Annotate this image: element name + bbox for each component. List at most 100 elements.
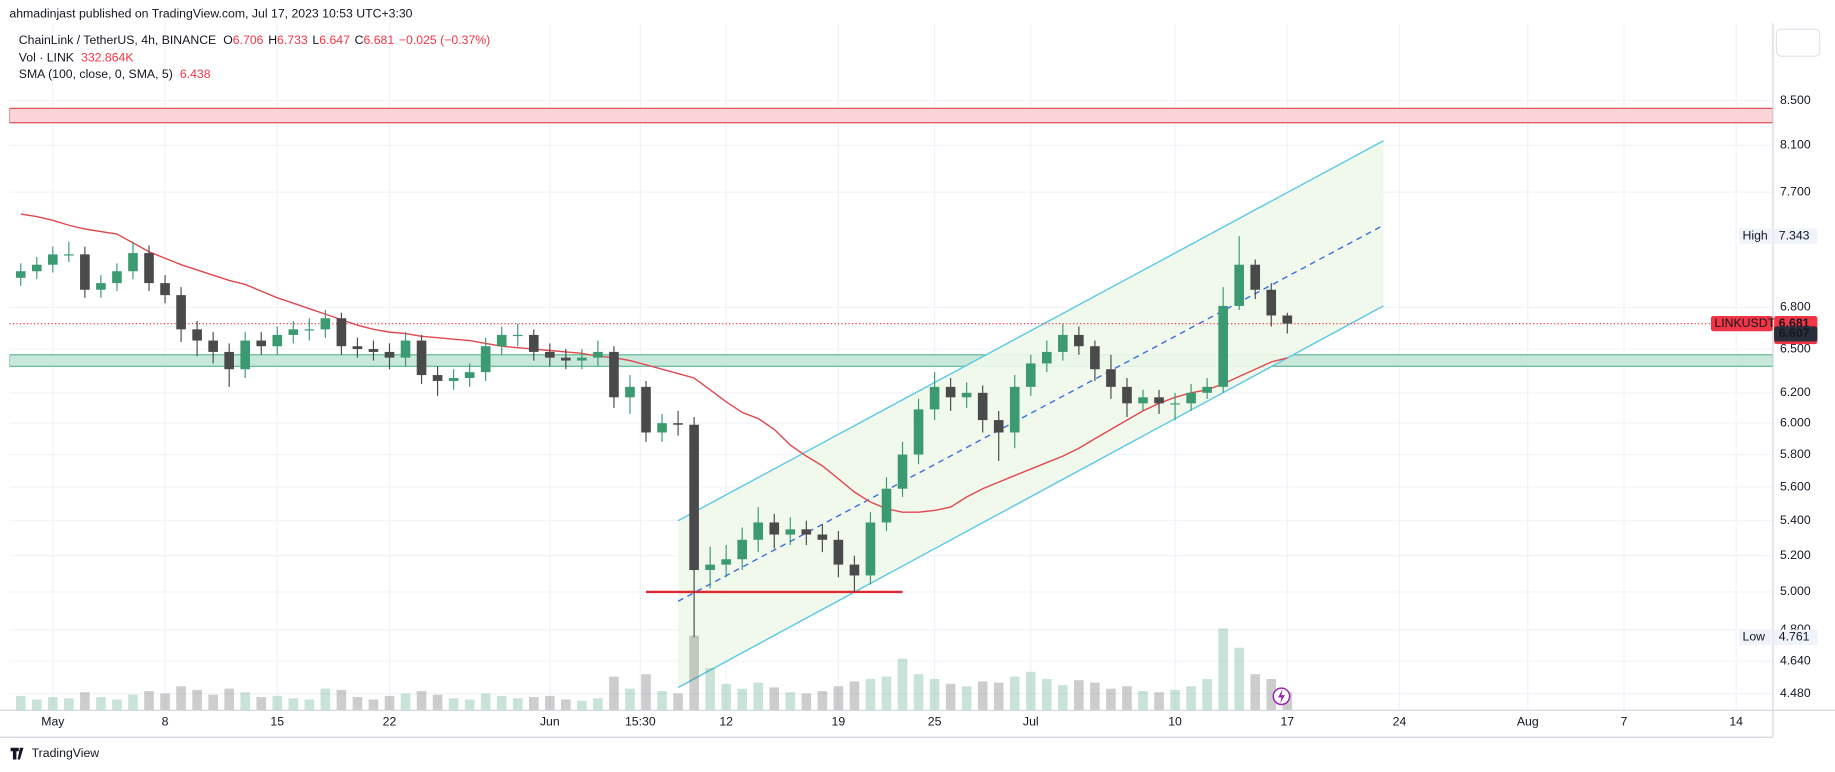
sma-line [20, 213, 1288, 513]
candle-body [64, 254, 74, 256]
volume-bar [416, 691, 427, 711]
symbol-tag [1710, 316, 1773, 332]
volume-bar [496, 695, 507, 711]
candle-body [1234, 264, 1245, 306]
candle-body [1138, 397, 1148, 404]
candle-body [432, 375, 443, 381]
volume-bar [961, 686, 972, 711]
low-value-bg [1774, 629, 1818, 645]
volume-bar [1025, 671, 1036, 711]
volume-bar [128, 694, 138, 711]
x-tick-label: Aug [1517, 714, 1539, 728]
candle-body [625, 386, 635, 398]
y-tick-label: 5.000 [1780, 584, 1811, 598]
y-tick-label: 5.200 [1780, 548, 1811, 562]
low-tag-label: Low [1743, 630, 1766, 644]
candle-body [512, 334, 523, 337]
candle-body [384, 351, 395, 358]
volume-bar [1074, 680, 1084, 711]
candle-body [1122, 386, 1132, 404]
candle-body [112, 271, 122, 284]
h-label: H [268, 33, 277, 47]
x-tick-label: 14 [1729, 714, 1743, 728]
candle-body [224, 351, 234, 370]
volume-bar [913, 674, 924, 711]
volume-bar [80, 692, 90, 711]
candle-body [609, 351, 619, 398]
high-value: 7.343 [1779, 228, 1810, 242]
candle-body [480, 346, 491, 373]
x-tick-label: 10 [1168, 714, 1182, 728]
candle-body [31, 264, 42, 272]
volume-bar [993, 682, 1004, 711]
volume-bar [176, 686, 186, 711]
candle-body [1090, 346, 1100, 370]
candle-body [208, 340, 218, 352]
volume-bar [929, 679, 940, 711]
candle-body [961, 392, 972, 398]
x-tick-label: 19 [832, 714, 846, 728]
volume-bar [849, 681, 860, 711]
volume-bar [528, 697, 539, 711]
candle-body [320, 318, 331, 330]
volume-bar [897, 658, 908, 711]
volume-bar [256, 697, 267, 711]
volume-bar [304, 699, 315, 711]
low-tag-bg [1739, 629, 1773, 645]
candle-body [817, 534, 828, 540]
l-value: 6.647 [319, 33, 350, 47]
volume-bar [512, 698, 523, 711]
candle-body [400, 340, 411, 358]
candle-body [545, 351, 555, 358]
candle-body [48, 254, 58, 265]
candle-body [15, 271, 26, 278]
x-tick-label: 12 [719, 714, 733, 728]
candle-body [1250, 264, 1261, 290]
x-tick-label: 22 [383, 714, 397, 728]
candle-body [945, 386, 956, 398]
x-tick-label: 17 [1280, 714, 1294, 728]
candle-body [657, 423, 667, 433]
h-value: 6.733 [277, 33, 308, 47]
c-value: 6.681 [364, 33, 395, 47]
volume-bar [320, 688, 331, 711]
c-label: C [355, 33, 364, 47]
x-tick-label: 8 [162, 714, 169, 728]
candle-body [528, 334, 539, 352]
alert-icon[interactable] [1272, 687, 1291, 706]
candle-body [673, 423, 683, 425]
volume-bar [1122, 686, 1132, 711]
candle-body [192, 329, 202, 341]
y-tick-label: 6.500 [1780, 341, 1811, 355]
volume-bar [545, 695, 555, 711]
change: −0.025 (−0.37%) [399, 33, 490, 47]
candle-body [753, 522, 764, 540]
candle-body [849, 564, 860, 576]
candle-body [272, 334, 283, 347]
volume-bar [721, 683, 731, 711]
candle-body [80, 254, 90, 290]
y-tick-label: 4.640 [1780, 653, 1811, 667]
candle-body [1186, 392, 1196, 404]
svg-text:ChainLink / TetherUS, 4h, BINA: ChainLink / TetherUS, 4h, BINANCE O6.706 H… [19, 33, 491, 47]
volume-bar [689, 635, 699, 711]
x-tick-label: May [41, 714, 65, 728]
volume-bar [1090, 682, 1100, 711]
x-tick-label: 25 [928, 714, 942, 728]
price-tag-text: 6.607 [1779, 326, 1810, 340]
channel-fill [678, 140, 1384, 688]
volume-bar [144, 691, 154, 711]
symbol-tag-text: LINKUSDT [1714, 316, 1775, 330]
volume-bar [352, 697, 363, 711]
candle-body [368, 349, 379, 352]
high-value-bg [1774, 228, 1818, 244]
menu-box[interactable] [1775, 28, 1821, 57]
volume-bar [673, 693, 683, 711]
o-label: O [223, 33, 233, 47]
volume-bar [1058, 685, 1068, 711]
x-tick-label: 7 [1621, 714, 1628, 728]
candle-body [881, 488, 892, 523]
volume-bar [1202, 679, 1212, 711]
volume-bar [801, 693, 812, 711]
volume-bar [945, 683, 956, 711]
